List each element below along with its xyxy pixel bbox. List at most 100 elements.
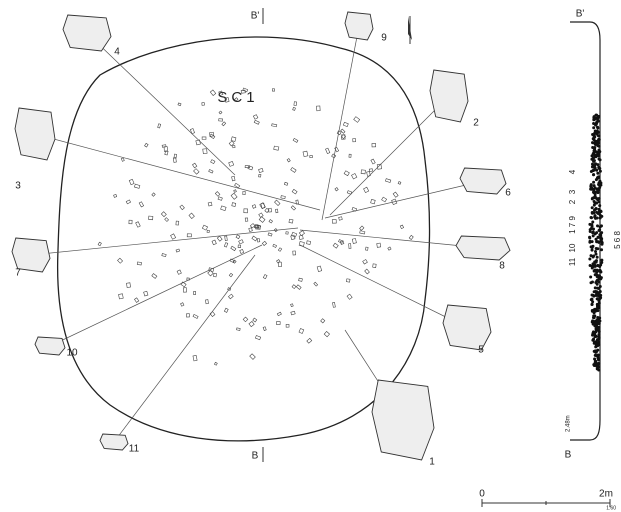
profile-find xyxy=(592,184,596,188)
leader-line xyxy=(329,95,450,216)
profile-find xyxy=(595,255,599,259)
artifact xyxy=(429,69,469,123)
artifact-label: 6 xyxy=(505,188,511,199)
fragment xyxy=(188,212,195,219)
profile-label: 5 6 8 xyxy=(613,231,621,249)
profile-find xyxy=(597,280,601,284)
artifact xyxy=(14,107,56,161)
fragment xyxy=(253,224,260,230)
fragment xyxy=(221,121,227,127)
fragment xyxy=(293,101,297,106)
profile-find xyxy=(593,286,597,290)
artifact xyxy=(11,237,51,273)
profile-find xyxy=(598,169,602,173)
profile-find xyxy=(595,121,599,125)
profile-find xyxy=(597,183,601,187)
profile-find xyxy=(596,119,600,123)
fragment xyxy=(164,150,169,156)
artifact xyxy=(455,235,511,261)
fragment xyxy=(291,231,298,238)
profile-find xyxy=(588,257,592,261)
fragment xyxy=(323,330,330,338)
profile-find xyxy=(595,318,599,322)
artifact xyxy=(344,11,374,41)
fragment xyxy=(223,307,229,313)
profile-find xyxy=(590,302,594,306)
fragment xyxy=(236,327,241,331)
profile-label: 2 xyxy=(568,199,577,204)
fragment xyxy=(339,240,345,245)
fragment xyxy=(247,165,254,171)
fragment xyxy=(201,102,205,106)
profile-find xyxy=(590,206,594,210)
profile-find xyxy=(594,196,598,200)
fragment xyxy=(285,324,290,328)
profile-find xyxy=(599,209,603,213)
fragment xyxy=(346,278,351,283)
profile-find xyxy=(599,236,603,240)
fragment xyxy=(193,168,200,175)
fragment xyxy=(216,235,223,242)
fragment xyxy=(207,269,214,277)
fragment xyxy=(134,297,140,303)
fragment xyxy=(261,240,268,246)
profile-find xyxy=(589,254,593,258)
profile-find xyxy=(593,192,597,196)
profile-find xyxy=(597,175,601,179)
fragment xyxy=(201,224,208,231)
fragment xyxy=(206,229,210,233)
fragment xyxy=(243,208,248,214)
fragment xyxy=(399,224,405,230)
scale-label: 0 xyxy=(479,489,485,500)
fragment xyxy=(348,153,352,158)
fragment xyxy=(235,234,241,240)
fragment xyxy=(176,269,182,275)
profile-find xyxy=(598,293,602,297)
fragment xyxy=(237,244,242,248)
fragment xyxy=(193,291,196,295)
profile-find xyxy=(588,236,592,240)
fragment xyxy=(272,243,277,248)
fragment xyxy=(332,302,336,308)
profile-find xyxy=(596,247,600,251)
section-mark: B xyxy=(565,450,572,461)
leader-line xyxy=(299,229,484,249)
artifact xyxy=(442,304,492,351)
fragment xyxy=(242,87,249,93)
profile-find xyxy=(598,204,602,208)
fragment xyxy=(274,199,281,206)
artifact xyxy=(62,14,112,52)
fragment xyxy=(248,227,253,232)
fragment xyxy=(254,335,262,341)
profile-label: 3 xyxy=(568,189,577,194)
profile-find xyxy=(595,168,599,172)
fragment xyxy=(161,144,167,148)
scale-ratio: 1:60 xyxy=(606,505,616,511)
fragment xyxy=(273,228,278,233)
fragment xyxy=(273,145,280,151)
profile-find xyxy=(589,245,593,249)
profile-find xyxy=(591,300,595,304)
profile-find xyxy=(593,359,597,363)
fragment xyxy=(209,131,215,137)
profile-find xyxy=(598,269,602,273)
fragment xyxy=(234,97,239,102)
profile-find xyxy=(591,153,595,157)
fragment xyxy=(362,259,368,265)
profile-find xyxy=(597,332,601,336)
profile-find xyxy=(597,138,601,142)
profile-find xyxy=(594,206,598,210)
fragment xyxy=(208,169,214,174)
profile-find xyxy=(594,326,598,330)
fragment xyxy=(252,317,258,323)
fragment xyxy=(290,205,297,211)
profile-find xyxy=(600,231,604,235)
fragment xyxy=(262,326,267,331)
fragment xyxy=(238,239,244,245)
fragment xyxy=(201,136,207,140)
fragment xyxy=(309,155,313,159)
fragment xyxy=(276,311,282,317)
leader-line xyxy=(113,254,256,443)
fragment xyxy=(286,158,291,163)
